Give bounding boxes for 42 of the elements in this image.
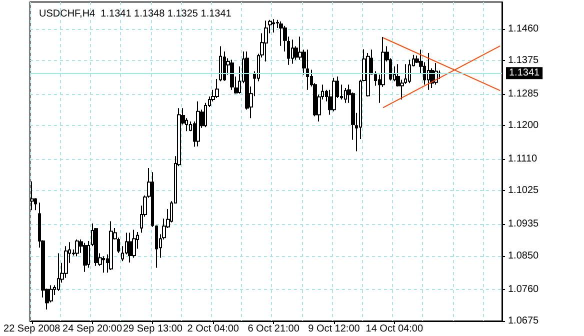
x-tick-label: 29 Sep 13:00 xyxy=(122,324,183,334)
x-tick-label: 24 Sep 20:00 xyxy=(62,324,122,334)
candlestick xyxy=(306,49,309,90)
y-tick-label: 1.0760 xyxy=(508,284,540,295)
candlestick xyxy=(408,59,411,84)
x-tick-label: 22 Sep 2008 xyxy=(4,324,61,334)
candlestick xyxy=(219,46,222,82)
candlestick xyxy=(87,240,90,268)
y-tick-label: 1.0935 xyxy=(508,218,540,230)
candlestick xyxy=(196,100,200,147)
candlestick xyxy=(57,252,60,292)
candlestick xyxy=(230,59,234,90)
candlestick xyxy=(215,78,219,99)
y-tick-label: 1.1285 xyxy=(508,88,540,100)
candlestick xyxy=(132,229,136,258)
ref-line-label: 1.1341 xyxy=(509,68,540,79)
x-tick-label: 2 Oct 04:00 xyxy=(187,324,240,334)
candlestick xyxy=(264,20,268,62)
y-tick-label: 1.0675 xyxy=(508,316,540,326)
x-tick-label: 6 Oct 21:00 xyxy=(248,324,300,334)
y-tick-label: 1.1025 xyxy=(508,185,540,196)
y-tick-label: 1.0850 xyxy=(508,250,540,262)
candlestick xyxy=(75,238,79,257)
candlestick xyxy=(366,52,370,98)
candlestick xyxy=(128,232,132,264)
candlestick xyxy=(427,52,430,90)
y-tick-label: 1.1375 xyxy=(508,54,540,66)
x-tick-label: 14 Oct 04:00 xyxy=(366,324,424,334)
candlestick xyxy=(102,256,105,274)
candlestick xyxy=(344,87,347,104)
candlestick xyxy=(332,77,336,112)
y-tick-label: 1.1200 xyxy=(508,120,540,132)
y-tick-label: 1.1460 xyxy=(508,23,540,34)
candlestick xyxy=(291,39,294,64)
x-tick-label: 9 Oct 12:00 xyxy=(308,324,360,334)
text: USDCHF,H4 1.1341 1.1348 1.1325 1.1341 xyxy=(39,8,232,20)
y-tick-label: 1.1110 xyxy=(508,154,538,165)
candlestick xyxy=(272,18,275,34)
candlestick xyxy=(94,227,98,266)
candlestick xyxy=(109,220,113,271)
candlestick xyxy=(83,242,87,272)
candlestick xyxy=(64,246,68,278)
